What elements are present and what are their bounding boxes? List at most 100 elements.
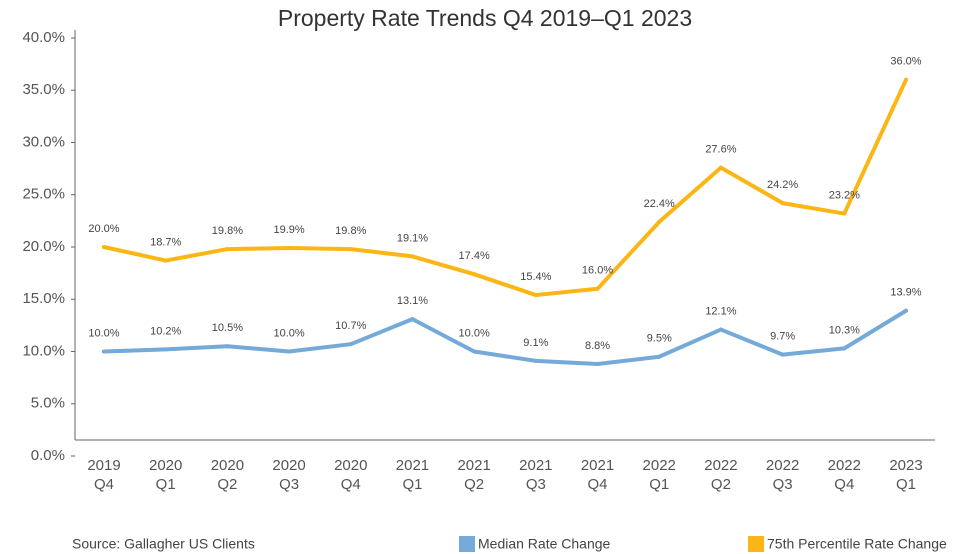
data-label: 13.1% [397,295,428,307]
y-tick-label: 5.0% [31,395,65,412]
x-tick-label: Q4 [341,476,361,493]
data-point [842,211,847,216]
x-tick-label: Q4 [94,476,114,493]
x-tick-label: 2022 [766,457,799,474]
data-label: 36.0% [890,56,921,68]
data-label: 10.5% [212,322,243,334]
data-label: 10.0% [273,327,304,339]
data-label: 10.0% [88,327,119,339]
data-label: 8.8% [585,340,610,352]
y-tick-label: 30.0% [22,133,65,150]
data-point [780,352,785,357]
data-point [595,286,600,291]
data-label: 19.9% [273,224,304,236]
x-tick-label: 2021 [581,457,614,474]
data-point [287,349,292,354]
data-label: 18.7% [150,236,181,248]
y-tick-label: 25.0% [22,186,65,203]
x-tick-label: 2021 [519,457,552,474]
x-tick-label: 2020 [272,457,305,474]
data-point [287,246,292,251]
y-tick-label: 40.0% [22,29,65,46]
data-point [904,308,908,313]
data-point [780,201,785,206]
data-point [595,362,600,367]
data-point [102,245,106,249]
x-tick-label: 2020 [211,457,244,474]
data-point [163,258,168,263]
x-tick-label: Q1 [402,476,422,493]
data-point [533,358,538,363]
data-label: 19.8% [335,225,366,237]
x-tick-label: Q1 [649,476,669,493]
data-point [472,349,477,354]
data-point [657,219,662,224]
x-tick-label: Q3 [279,476,299,493]
data-point [348,247,353,252]
data-point [842,346,847,351]
data-label: 9.7% [770,331,795,343]
x-tick-label: 2022 [828,457,861,474]
data-point [102,349,106,354]
data-point [163,347,168,352]
x-tick-label: Q4 [834,476,854,493]
x-tick-label: 2022 [704,457,737,474]
chart-title: Property Rate Trends Q4 2019–Q1 2023 [278,5,692,31]
x-tick-label: Q1 [156,476,176,493]
data-point [348,342,353,347]
x-tick-label: 2020 [334,457,367,474]
data-label: 20.0% [88,223,119,235]
data-point [225,247,230,252]
source-note: Source: Gallagher US Clients [72,536,255,552]
data-label: 9.5% [647,333,672,345]
x-tick-label: Q2 [217,476,237,493]
x-tick-label: 2021 [396,457,429,474]
y-tick-label: 0.0% [31,447,65,464]
data-point [904,77,908,82]
data-label: 27.6% [705,143,736,155]
data-label: 10.0% [459,327,490,339]
x-tick-label: Q1 [896,476,916,493]
data-point [225,344,230,349]
data-point [410,254,415,259]
x-tick-label: Q2 [464,476,484,493]
data-label: 13.9% [890,287,921,299]
x-tick-label: 2020 [149,457,182,474]
x-tick-label: 2022 [643,457,676,474]
data-point [657,354,662,359]
data-label: 9.1% [523,337,548,349]
data-label: 19.8% [212,225,243,237]
legend-label: 75th Percentile Rate Change [767,536,947,552]
x-tick-label: Q4 [588,476,608,493]
data-label: 10.7% [335,320,366,332]
legend-label: Median Rate Change [478,536,611,552]
y-tick-label: 15.0% [22,290,65,307]
series-line [102,77,908,298]
data-label: 12.1% [705,305,736,317]
data-point [410,317,415,322]
data-label: 16.0% [582,265,613,277]
x-tick-label: 2023 [889,457,922,474]
x-tick-label: 2021 [457,457,490,474]
x-tick-label: Q3 [773,476,793,493]
data-point [718,165,723,170]
legend-swatch [748,536,764,552]
data-point [718,327,723,332]
data-point [533,293,538,298]
y-tick-label: 35.0% [22,81,65,98]
data-label: 10.3% [829,324,860,336]
data-label: 22.4% [644,198,675,210]
x-tick-label: 2019 [87,457,120,474]
data-label: 15.4% [520,271,551,283]
data-label: 17.4% [459,250,490,262]
data-label: 24.2% [767,179,798,191]
x-tick-label: Q3 [526,476,546,493]
x-tick-label: Q2 [711,476,731,493]
series-line [102,308,908,367]
legend-swatch [459,536,475,552]
data-label: 10.2% [150,325,181,337]
data-label: 19.1% [397,232,428,244]
data-point [472,272,477,277]
